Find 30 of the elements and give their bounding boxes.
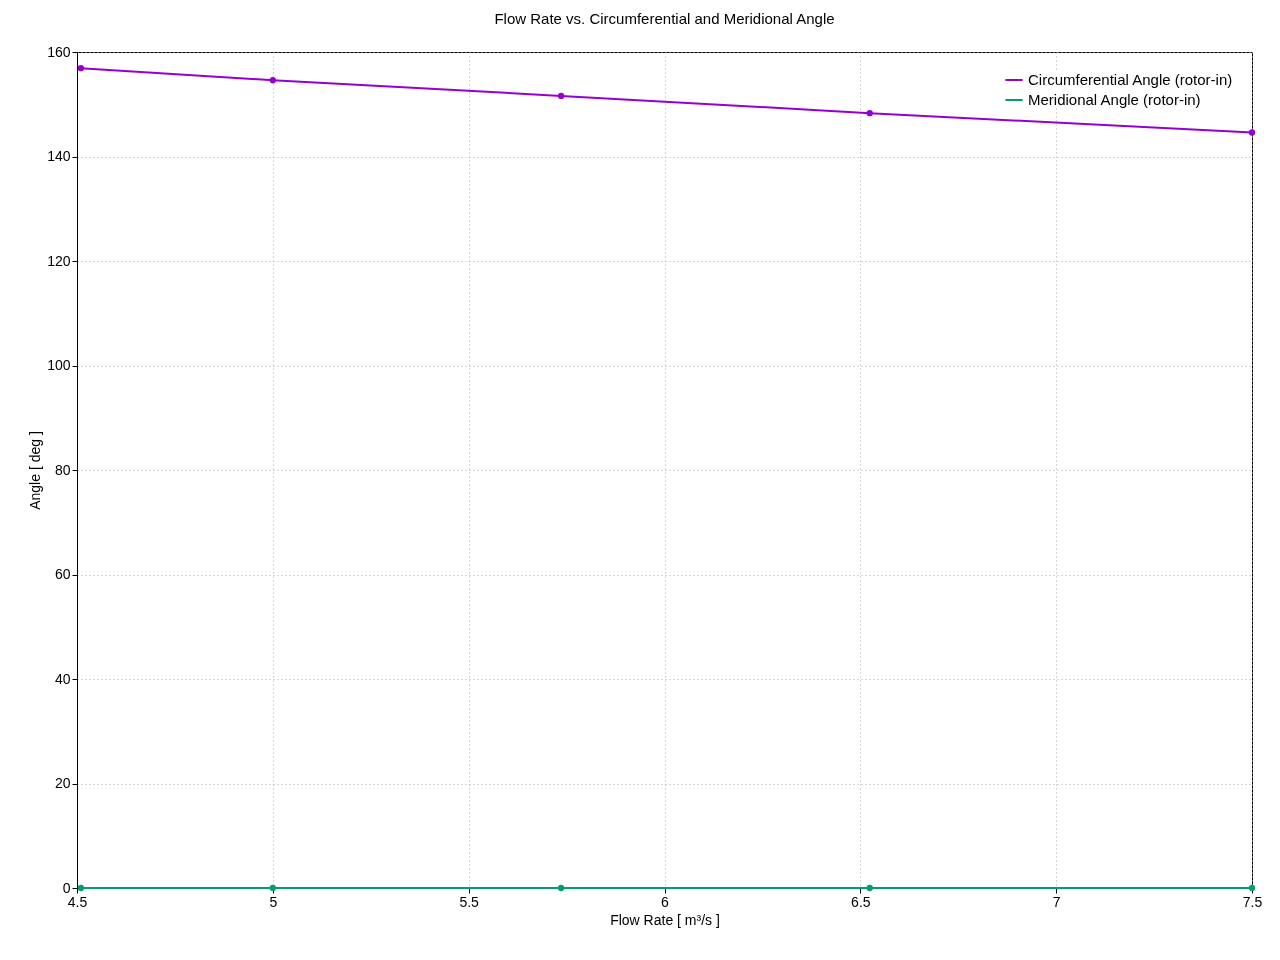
x-tick-label: 5.5 xyxy=(459,893,480,910)
point xyxy=(269,884,276,892)
x-axis-title: Flow Rate [ m³/s ] xyxy=(610,911,720,928)
y-tick-label: 80 xyxy=(54,461,71,478)
y-tick-label: 40 xyxy=(54,670,71,687)
point xyxy=(557,884,565,892)
point xyxy=(866,109,873,117)
y-tick-label: 140 xyxy=(47,148,71,164)
point xyxy=(77,65,85,72)
point xyxy=(557,92,565,100)
y-tick-label: 160 xyxy=(47,43,71,60)
x-tick-label: 7 xyxy=(1052,893,1061,910)
point xyxy=(1248,129,1256,136)
y-tick-label: 100 xyxy=(47,357,71,373)
chart-title: Flow Rate vs. Circumferential and Meridional Angle xyxy=(494,10,835,27)
y-tick-label: 60 xyxy=(54,566,71,582)
legend-label: Meridional Angle (rotor-in) xyxy=(1028,91,1201,108)
x-tick-label: 5 xyxy=(269,893,278,910)
x-tick-label: 6 xyxy=(661,893,670,910)
x-tick-label: 6.5 xyxy=(851,893,871,910)
y-axis-title: Angle [ deg ] xyxy=(27,431,44,510)
x-tick-label: 7.5 xyxy=(1242,893,1263,910)
point xyxy=(1248,884,1256,892)
y-tick-label: 120 xyxy=(47,252,71,269)
x-tick-label: 4.5 xyxy=(67,893,88,910)
point xyxy=(269,77,276,84)
y-tick-label: 0 xyxy=(62,879,71,896)
y-tick-label: 20 xyxy=(54,775,71,791)
legend-label: Circumferential Angle (rotor-in) xyxy=(1028,71,1233,88)
point xyxy=(866,884,873,892)
